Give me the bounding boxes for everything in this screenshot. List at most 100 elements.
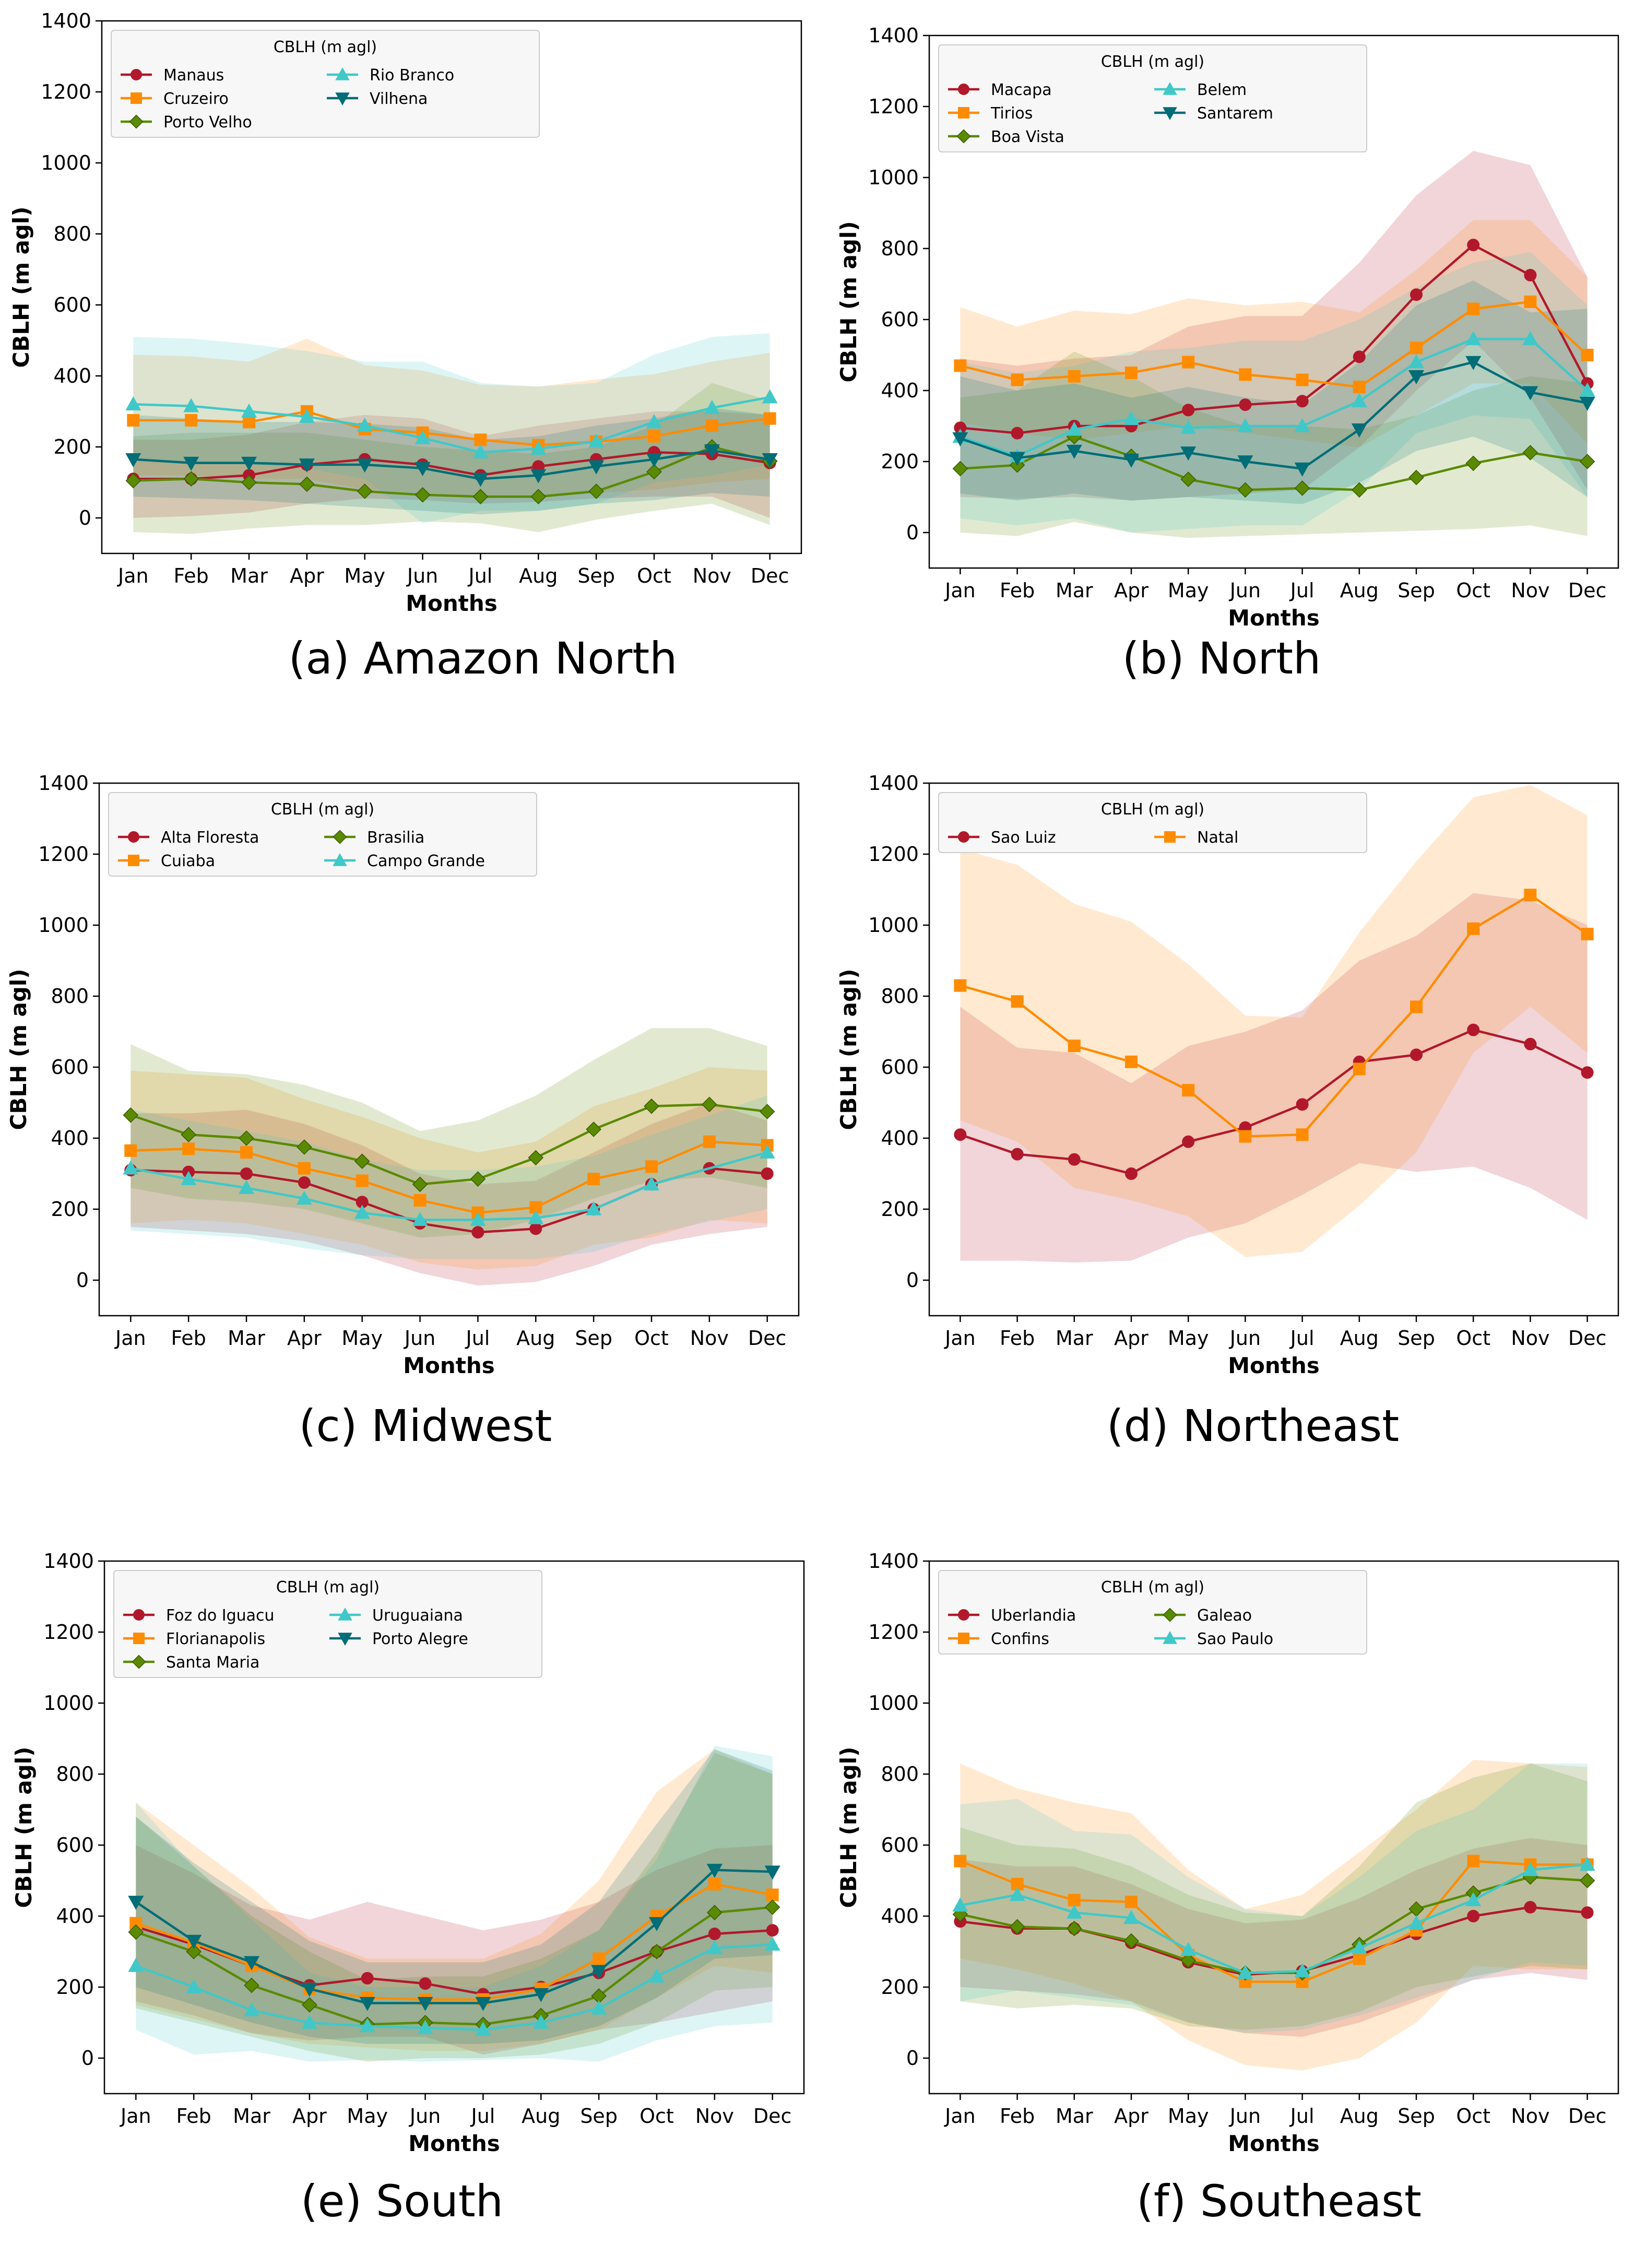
data-point-porto-alegre	[128, 1896, 144, 1910]
band-boa-vista	[960, 351, 1588, 538]
data-point-sao-paulo	[1237, 1965, 1253, 1979]
legend-box	[111, 30, 540, 138]
x-tick-label: Jan	[120, 2105, 151, 2128]
data-point-alta-floresta	[761, 1167, 774, 1180]
data-point-boa-vista	[1522, 445, 1538, 460]
data-point-sao-luiz	[1296, 1098, 1309, 1111]
data-point-porto-alegre	[301, 1982, 317, 1997]
legend-swatch-marker	[958, 84, 969, 95]
legend-swatch-marker	[1163, 81, 1177, 95]
panel-caption: (a) Amazon North	[289, 633, 678, 684]
data-point-uruguaiana	[648, 1968, 665, 1983]
series-line-sao-paulo	[960, 1863, 1588, 1975]
y-tick-label: 600	[56, 1834, 94, 1857]
data-point-campo-grande	[412, 1212, 428, 1226]
data-point-santa-maria	[707, 1905, 723, 1921]
x-tick-label: Sep	[575, 1327, 612, 1350]
x-tick-label: Sep	[580, 2105, 618, 2128]
legend-label: Santa Maria	[166, 1653, 259, 1672]
data-point-sao-luiz	[1125, 1167, 1138, 1180]
data-point-sao-paulo	[1123, 1910, 1140, 1924]
data-point-uberlandia	[1467, 1910, 1480, 1922]
y-tick-label: 200	[51, 1198, 89, 1221]
data-point-vilhena	[357, 458, 373, 473]
y-tick-label: 0	[906, 1269, 919, 1292]
x-tick-label: Jul	[470, 2105, 495, 2128]
data-point-natal	[1011, 995, 1024, 1008]
x-tick-label: Jul	[1289, 579, 1315, 602]
x-tick-label: Sep	[1398, 579, 1435, 602]
y-tick-label: 800	[56, 1763, 94, 1786]
data-point-santarem	[1351, 423, 1367, 438]
data-point-porto-alegre	[648, 1917, 665, 1931]
y-tick-label: 0	[906, 2047, 919, 2070]
y-tick-label: 1200	[38, 843, 89, 866]
data-point-tirios	[1581, 349, 1594, 361]
data-point-cuiaba	[703, 1135, 716, 1148]
data-point-cruzeiro	[474, 433, 487, 446]
data-point-cuiaba	[124, 1144, 137, 1157]
legend-title: CBLH (m agl)	[1101, 1578, 1204, 1597]
data-point-cuiaba	[413, 1194, 427, 1207]
y-tick-label: 600	[53, 293, 91, 316]
y-axis-label: CBLH (m agl)	[836, 969, 861, 1130]
y-tick-label: 0	[81, 2047, 94, 2070]
data-point-santa-maria	[186, 1944, 202, 1959]
y-axis-label: CBLH (m agl)	[11, 1747, 37, 1908]
data-point-porto-velho	[357, 483, 373, 499]
data-point-belem	[1237, 418, 1253, 432]
data-point-cruzeiro	[705, 419, 718, 432]
y-tick-label: 400	[881, 1905, 919, 1928]
data-point-rio-branco	[415, 430, 431, 444]
data-point-porto-velho	[415, 487, 431, 503]
legend-label: Foz do Iguacu	[166, 1607, 275, 1625]
x-tick-label: Jun	[409, 2105, 441, 2128]
data-point-porto-velho	[241, 475, 257, 490]
data-point-rio-branco	[299, 408, 315, 423]
data-point-natal	[1125, 1055, 1138, 1068]
band-tirios	[960, 220, 1588, 447]
x-tick-label: Jan	[944, 2105, 976, 2128]
x-tick-label: Aug	[522, 2105, 560, 2128]
legend-title: CBLH (m agl)	[276, 1578, 380, 1597]
panel-caption: (f) Southeast	[1136, 2176, 1422, 2227]
x-tick-label: May	[1168, 1327, 1209, 1350]
data-point-cuiaba	[240, 1146, 253, 1159]
data-point-vilhena	[299, 458, 315, 473]
data-point-uruguaiana	[417, 2019, 433, 2034]
legend-swatch-marker	[128, 831, 139, 843]
legend-swatch-marker	[338, 1607, 352, 1621]
legend-swatch-marker	[131, 69, 142, 80]
chart-panel-c: 0 200 400 600 800 1000 1200 1400 Jan Feb Mar Apr May…	[6, 772, 800, 1451]
data-point-campo-grande	[296, 1190, 312, 1205]
x-tick-label: Apr	[292, 2105, 327, 2128]
y-tick-label: 1400	[868, 772, 919, 795]
data-point-porto-alegre	[359, 1997, 375, 2011]
data-point-natal	[1581, 928, 1594, 940]
band-porto-velho	[133, 383, 770, 534]
data-point-sao-paulo	[1351, 1940, 1367, 1954]
y-tick-label: 800	[881, 237, 919, 260]
data-point-foz-do-iguacu	[766, 1924, 779, 1937]
data-point-brasilia	[354, 1153, 370, 1170]
axes-frame	[928, 782, 1619, 1317]
x-tick-label: Sep	[1398, 1327, 1435, 1350]
y-tick-label: 600	[881, 1056, 919, 1079]
band-vilhena	[133, 408, 770, 515]
data-point-boa-vista	[1408, 469, 1424, 486]
x-tick-label: Jun	[1229, 579, 1261, 602]
data-point-porto-velho	[530, 489, 547, 505]
y-tick-label: 1200	[868, 843, 919, 866]
series-line-porto-velho	[133, 445, 771, 498]
data-point-vilhena	[241, 456, 257, 471]
band-brasilia	[131, 1028, 767, 1238]
series-line-santarem	[960, 361, 1588, 470]
axes-frame	[98, 782, 800, 1317]
data-point-sao-luiz	[1581, 1066, 1594, 1079]
x-tick-label: Jan	[944, 1327, 976, 1350]
data-point-foz-do-iguacu	[361, 1972, 374, 1985]
data-point-brasilia	[412, 1176, 428, 1192]
data-point-rio-branco	[125, 396, 141, 411]
axes-frame	[928, 34, 1619, 569]
x-tick-label: May	[344, 564, 385, 587]
